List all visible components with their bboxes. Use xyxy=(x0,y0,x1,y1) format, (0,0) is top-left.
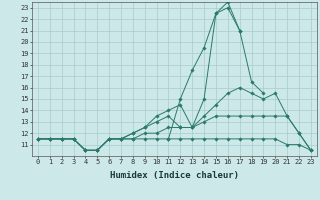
X-axis label: Humidex (Indice chaleur): Humidex (Indice chaleur) xyxy=(110,171,239,180)
